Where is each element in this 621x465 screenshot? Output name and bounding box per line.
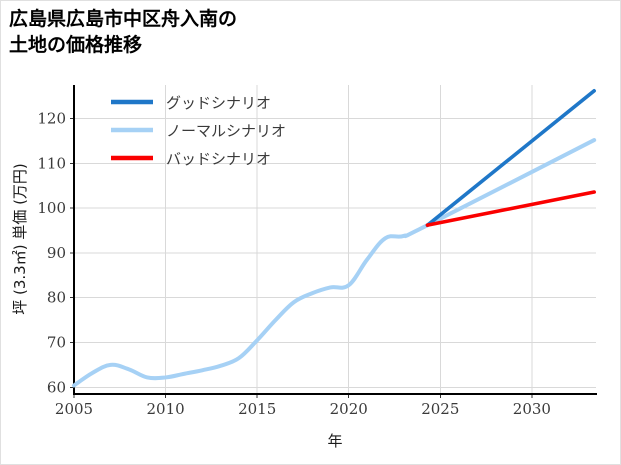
series-lines (72, 89, 597, 388)
legend-label-0: グッドシナリオ (166, 94, 271, 112)
series-line-good (425, 89, 596, 227)
y-axis-label: 坪 (3.3㎡) 単価 (万円) (11, 163, 29, 315)
y-tick-label: 70 (47, 334, 66, 352)
y-tick-label: 100 (37, 199, 66, 217)
x-tick-label: 2015 (238, 400, 276, 418)
legend-label-1: ノーマルシナリオ (166, 122, 286, 140)
chart-title: 広島県広島市中区舟入南の 土地の価格推移 (9, 8, 238, 56)
x-axis-label: 年 (327, 432, 342, 450)
legend-label-2: バッドシナリオ (166, 150, 271, 168)
series-line-normal (72, 138, 597, 388)
x-axis-ticks: 2005 2010 2015 2020 2025 2030 (55, 394, 551, 418)
y-tick-label: 80 (47, 289, 66, 307)
x-tick-label: 2030 (513, 400, 551, 418)
x-tick-label: 2010 (146, 400, 184, 418)
x-tick-label: 2025 (421, 400, 459, 418)
y-tick-label: 120 (37, 110, 66, 128)
series-line-bad (425, 190, 596, 227)
y-tick-label: 90 (47, 244, 66, 262)
x-tick-label: 2005 (55, 400, 93, 418)
y-tick-label: 60 (47, 378, 66, 396)
y-tick-label: 110 (37, 154, 66, 172)
y-axis-ticks: 60 70 80 90 100 110 120 (37, 110, 74, 396)
x-tick-label: 2020 (330, 400, 368, 418)
